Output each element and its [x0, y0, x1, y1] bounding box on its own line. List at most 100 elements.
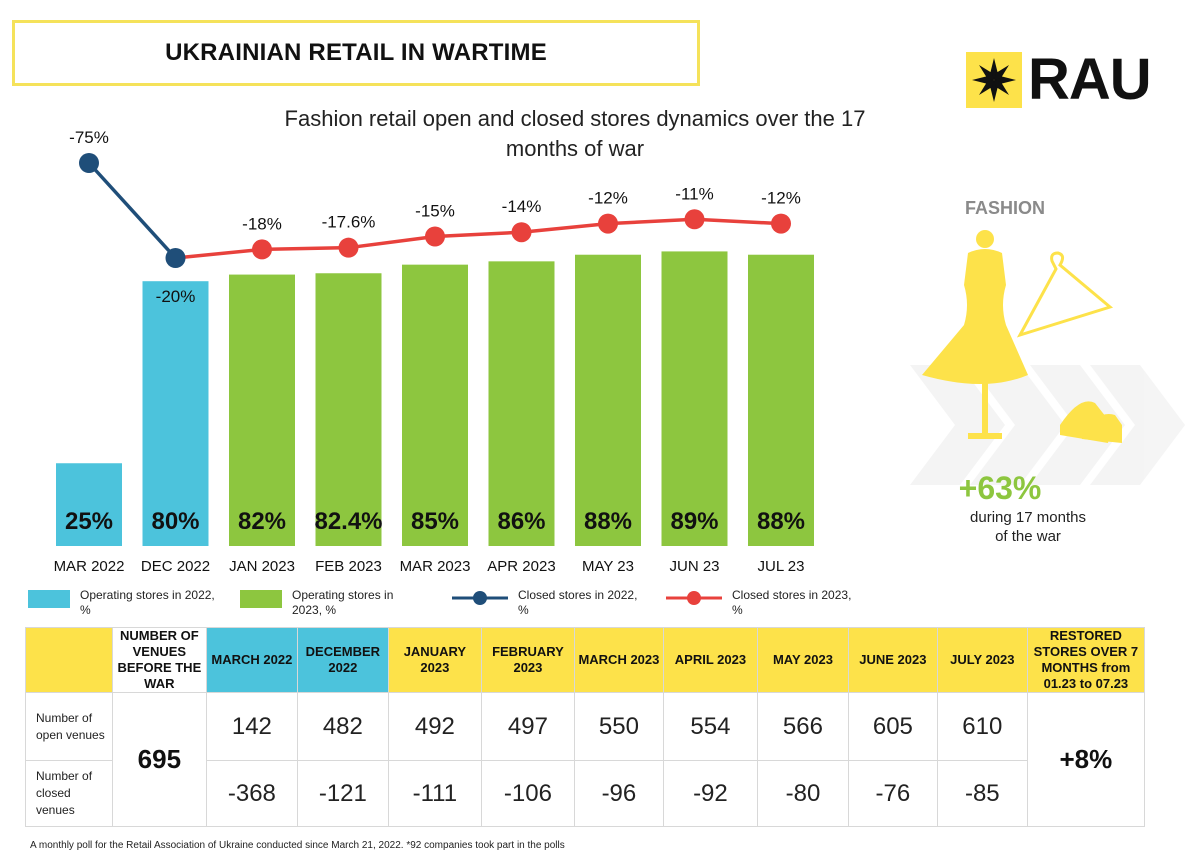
bar-data-label: 88% — [757, 508, 805, 535]
line-point — [771, 213, 791, 234]
bar — [575, 254, 641, 546]
legend-swatch-blue — [28, 590, 70, 608]
title-box: UKRAINIAN RETAIL IN WARTIME — [12, 20, 700, 86]
table-header: NUMBER OF VENUES BEFORE THE WAR — [111, 627, 207, 693]
chart-title: Fashion retail open and closed stores dy… — [284, 106, 866, 161]
x-tick-label: JUL 23 — [758, 558, 805, 575]
table-header: MAY 2023 — [756, 627, 849, 693]
combo-chart: 25% MAR 2022 80% DEC 2022 82% JAN 2023 82.4% FE… — [54, 128, 814, 575]
table-cell: -80 — [756, 760, 849, 827]
table-cell: 492 — [387, 692, 482, 761]
bar-data-label: 82.4% — [314, 508, 382, 535]
line-point — [79, 153, 99, 173]
table-row: Number of closed venues -368 -121 -111 -… — [25, 760, 1145, 827]
row-label: Number of open venues — [25, 692, 113, 761]
table-header: MARCH 2023 — [573, 627, 664, 693]
line-data-label: -11% — [675, 184, 713, 203]
bar-data-label: 82% — [238, 508, 286, 535]
line-data-label: -20% — [156, 287, 196, 306]
table-header: RESTORED STORES OVER 7 MONTHS from 01.23… — [1026, 627, 1146, 693]
bar — [142, 281, 209, 546]
legend-label: Operating stores in 2023, % — [292, 588, 394, 617]
bar — [488, 261, 555, 546]
table-header-row: NUMBER OF VENUES BEFORE THE WAR MARCH 20… — [25, 627, 1146, 693]
bar — [315, 273, 382, 546]
page-title: UKRAINIAN RETAIL IN WARTIME — [165, 39, 547, 66]
line-point — [511, 222, 532, 243]
table-cell: -92 — [662, 760, 758, 827]
series-line-2022 — [87, 161, 177, 260]
legend-line-navy — [452, 588, 508, 608]
hanger-icon — [1016, 251, 1114, 338]
x-tick-label: MAR 2022 — [54, 558, 125, 575]
x-tick-label: FEB 2023 — [315, 558, 382, 575]
bar — [748, 254, 814, 546]
star-icon — [966, 52, 1022, 108]
table-cell: -106 — [480, 760, 575, 827]
row-label: Number of closed venues — [25, 760, 113, 827]
table-header: FEBRUARY 2023 — [480, 627, 575, 693]
table-cell: -96 — [573, 760, 664, 827]
line-data-label: -17.6% — [322, 213, 376, 232]
line-data-label: -18% — [242, 214, 282, 233]
logo-text: RAU — [1028, 47, 1152, 112]
table-header: DECEMBER 2022 — [296, 627, 389, 693]
bar — [229, 274, 295, 546]
legend-label: Closed stores in 2023, % — [732, 588, 852, 617]
background-chevron-icon — [910, 365, 1185, 485]
line-data-label: -12% — [588, 189, 628, 208]
growth-note: during 17 months of the war — [970, 509, 1086, 545]
shoes-icon — [1060, 401, 1122, 443]
line-data-label: -75% — [69, 128, 109, 147]
x-tick-label: APR 2023 — [487, 558, 555, 575]
legend-label: Closed stores in 2022, % — [518, 588, 638, 617]
stores-table: NUMBER OF VENUES BEFORE THE WAR MARCH 20… — [25, 627, 1146, 827]
footnote: A monthly poll for the Retail Associatio… — [30, 840, 565, 851]
bar — [56, 463, 122, 546]
table-header: JANUARY 2023 — [387, 627, 482, 693]
line-data-label: -12% — [761, 189, 801, 208]
table-header: APRIL 2023 — [662, 627, 758, 693]
table-cell: -121 — [296, 760, 389, 827]
bar — [661, 251, 728, 546]
table-cell: 610 — [936, 692, 1028, 761]
legend-line-red — [666, 588, 722, 608]
line-point — [165, 248, 186, 268]
bar-data-label: 89% — [670, 508, 718, 535]
rau-logo: RAU — [966, 47, 1152, 112]
line-point — [598, 213, 618, 234]
legend-item-2023-line: Closed stores in 2023, % — [666, 588, 862, 618]
table-cell: 482 — [296, 692, 389, 761]
line-point — [684, 209, 705, 230]
fashion-illustration — [910, 230, 1185, 485]
bar-data-label: 80% — [151, 508, 199, 535]
growth-value: +63% — [958, 470, 1042, 506]
table-header: JUNE 2023 — [847, 627, 938, 693]
table-cell: 497 — [480, 692, 575, 761]
table-cell: -76 — [847, 760, 938, 827]
restored-value: +8% — [1026, 692, 1146, 827]
line-point — [338, 237, 359, 258]
legend-item-2022-line: Closed stores in 2022, % — [452, 588, 648, 618]
legend-swatch-green — [240, 590, 282, 608]
table-cell: 605 — [847, 692, 938, 761]
bar — [402, 264, 468, 546]
x-tick-label: MAR 2023 — [400, 558, 471, 575]
table-cell: 554 — [662, 692, 758, 761]
line-data-label: -15% — [415, 202, 455, 221]
x-tick-label: MAY 23 — [582, 558, 634, 575]
line-point — [252, 239, 272, 260]
bar-data-label: 25% — [65, 508, 113, 535]
x-tick-label: DEC 2022 — [141, 558, 210, 575]
table-cell: -111 — [387, 760, 482, 827]
table-cell: -368 — [205, 760, 298, 827]
legend-item-2023-bars: Operating stores in 2023, % — [240, 588, 422, 618]
venues-before-war: 695 — [111, 692, 207, 827]
table-row: Number of open venues 695 142 482 492 49… — [25, 692, 1146, 827]
table-cell: -85 — [936, 760, 1028, 827]
legend-item-2022-bars: Operating stores in 2022, % — [28, 588, 220, 618]
line-point — [425, 226, 445, 247]
table-cell: 142 — [205, 692, 298, 761]
series-line-2023 — [175, 217, 782, 260]
line-data-label: -14% — [502, 197, 542, 216]
